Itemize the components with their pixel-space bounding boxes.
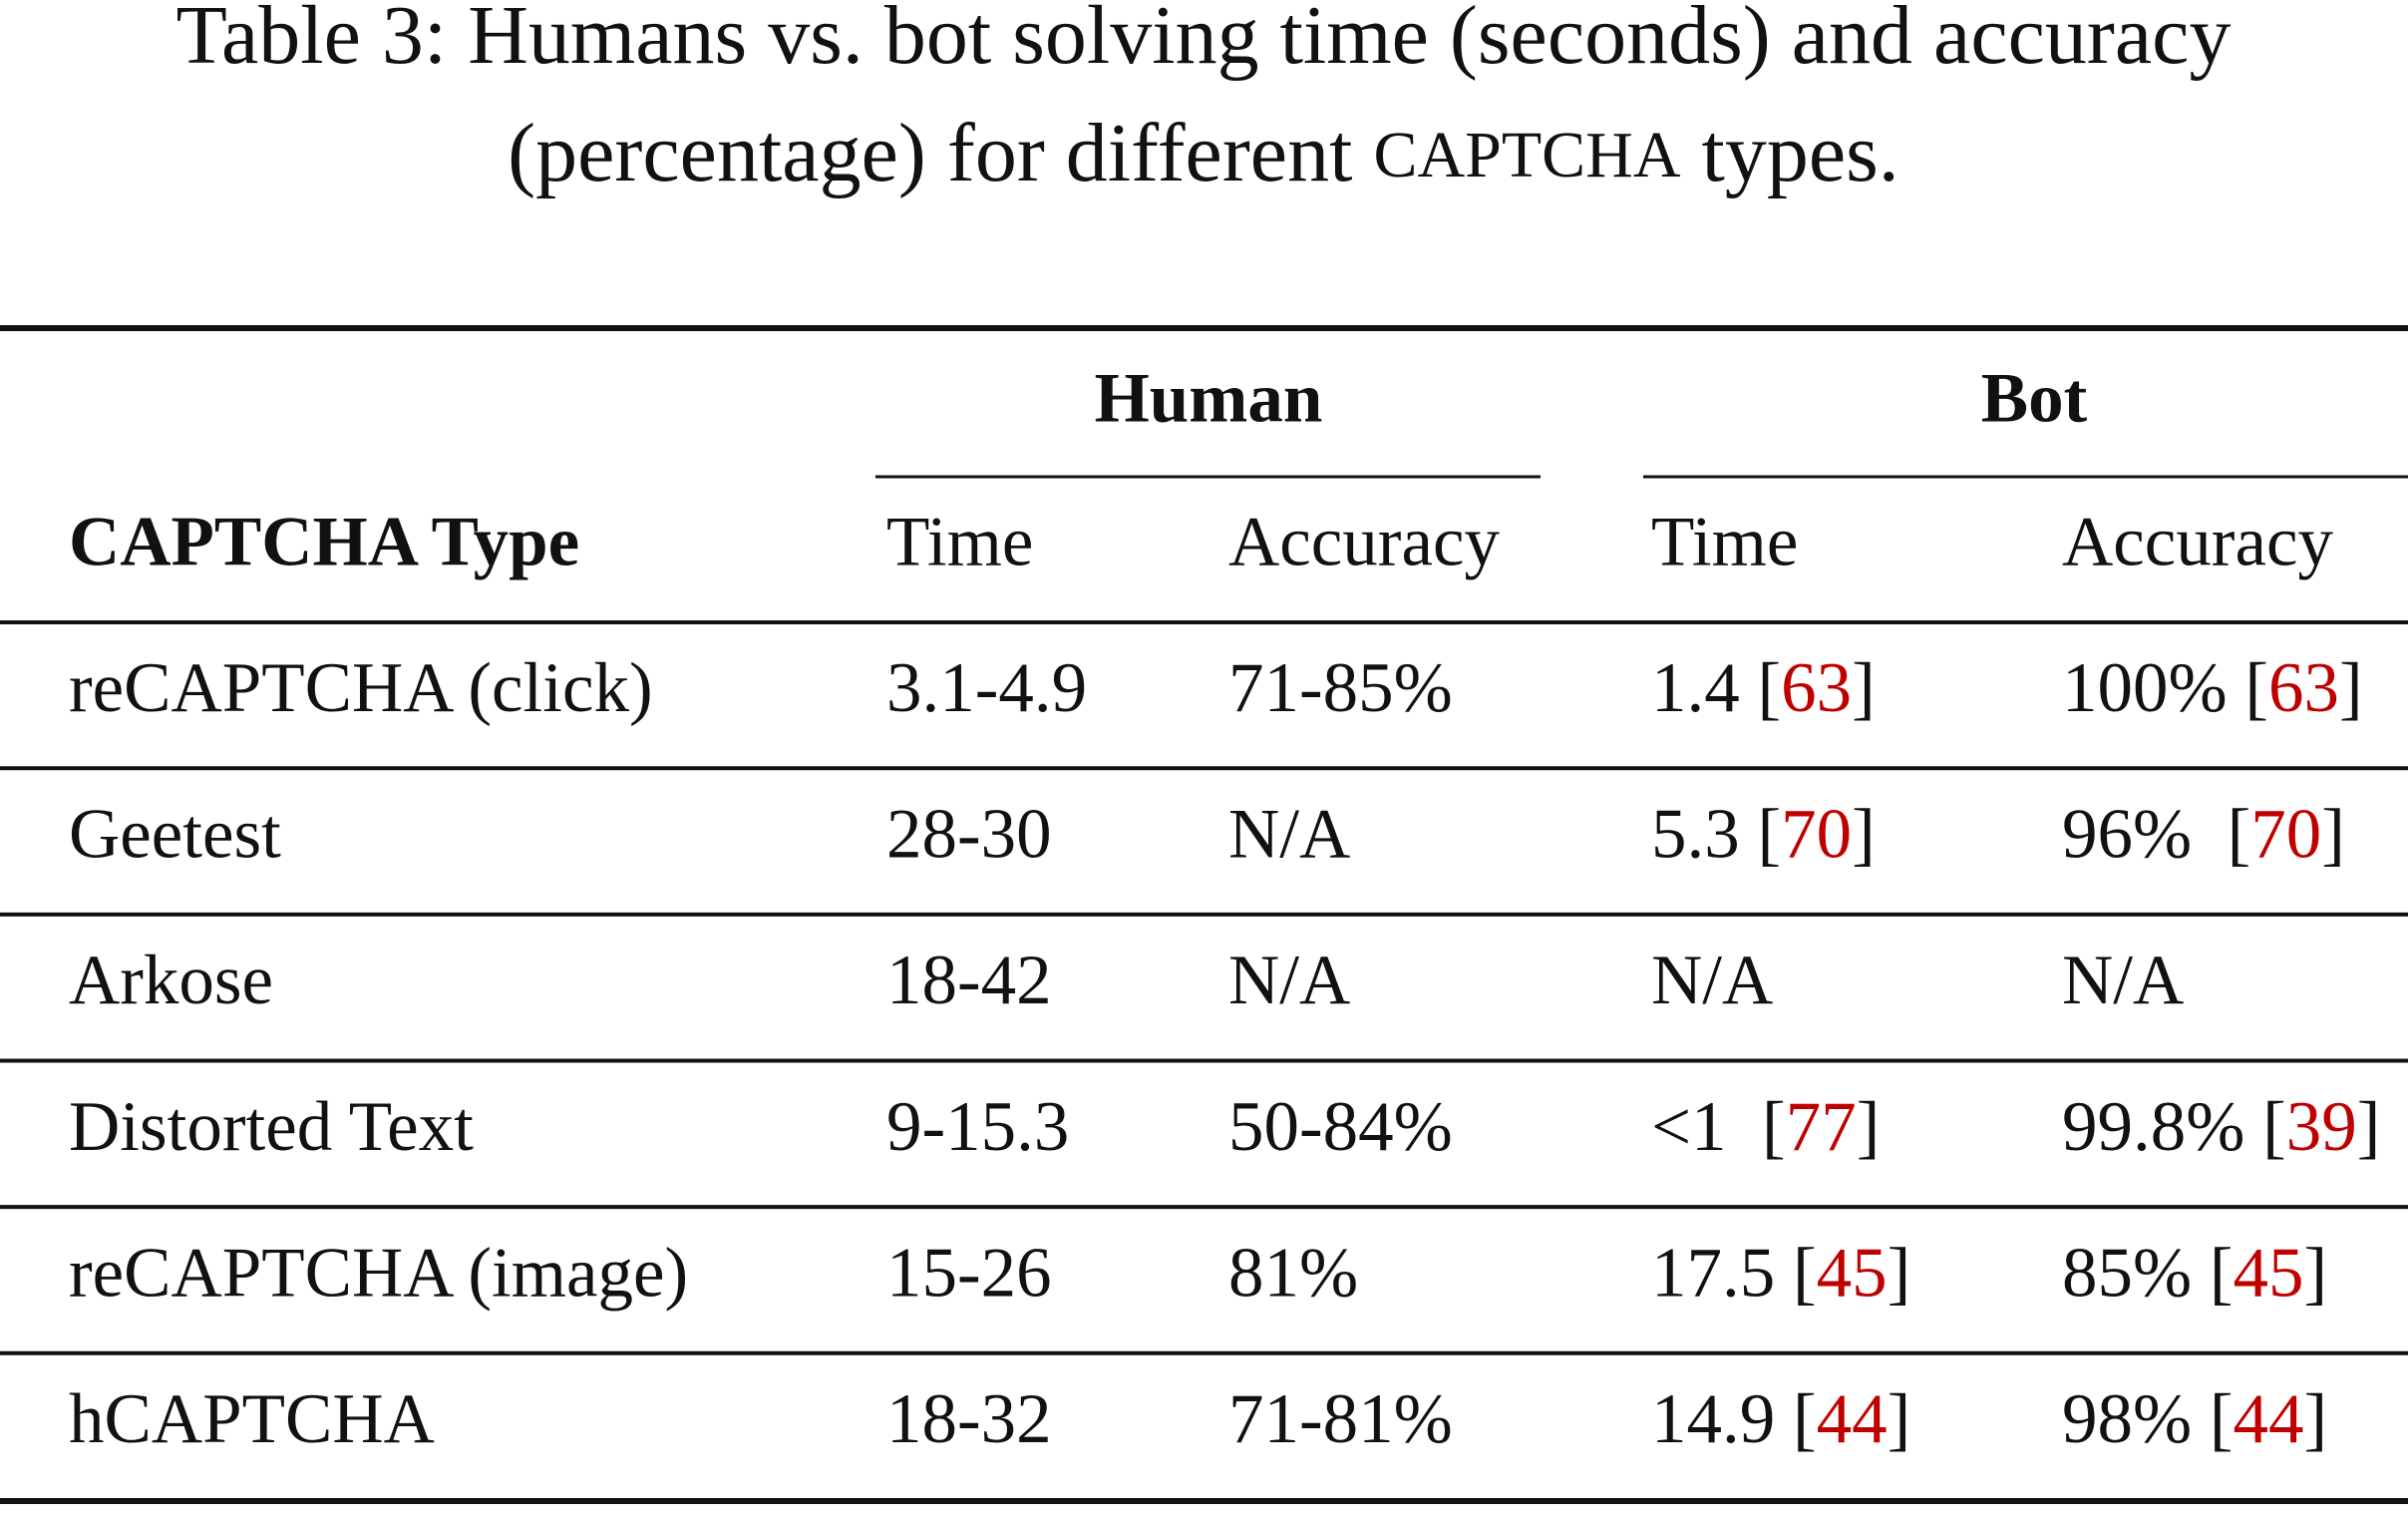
text-segment: 63	[2268, 649, 2339, 727]
text-line: Geetest	[69, 796, 281, 874]
text-segment: ]	[1888, 1380, 1911, 1458]
text-segment: 85% [	[2062, 1235, 2234, 1313]
text-segment: hCAPTCHA	[69, 1380, 435, 1458]
text-line: 28-30	[886, 796, 1052, 874]
text-line: 85% [45]	[2062, 1235, 2327, 1313]
text-segment: ]	[2339, 649, 2363, 727]
text-segment: 98% [	[2062, 1380, 2234, 1458]
column-header: Accuracy	[2062, 503, 2333, 580]
text-segment: 45	[1817, 1235, 1888, 1313]
text-segment: CAPTCHA	[1373, 119, 1680, 191]
text-segment: ]	[2321, 796, 2345, 874]
text-segment: 18-42	[886, 942, 1052, 1019]
text-line: 17.5 [45]	[1651, 1235, 1910, 1313]
text-line: 15-26	[886, 1235, 1052, 1313]
text-segment: N/A	[1651, 942, 1773, 1019]
text-segment: 100% [	[2062, 649, 2268, 727]
text-segment: 18-32	[886, 1380, 1052, 1458]
text-segment: 77	[1786, 1088, 1857, 1166]
text-line: 14.9 [44]	[1651, 1380, 1910, 1458]
text-segment: 15-26	[886, 1235, 1052, 1313]
text-line: N/A	[2062, 942, 2184, 1019]
text-line: Table 3: Humans vs. bot solving time (se…	[176, 0, 2232, 82]
text-segment: 45	[2234, 1235, 2304, 1313]
text-segment: <1 [	[1651, 1088, 1786, 1166]
text-segment: 70	[1781, 796, 1852, 874]
text-segment: Table 3: Humans vs. bot solving time (se…	[176, 0, 2232, 82]
text-line: 5.3 [70]	[1651, 796, 1876, 874]
text-line: 81%	[1228, 1235, 1358, 1313]
text-segment: Distorted Text	[69, 1088, 474, 1166]
text-segment: 9-15.3	[886, 1088, 1069, 1166]
text-segment: 99.8% [	[2062, 1088, 2286, 1166]
text-segment: reCAPTCHA (click)	[69, 649, 653, 727]
text-segment: N/A	[2062, 942, 2184, 1019]
text-line: 3.1-4.9	[886, 649, 1087, 727]
text-line: <1 [77]	[1651, 1088, 1880, 1166]
text-segment: 28-30	[886, 796, 1052, 874]
text-segment: 17.5 [	[1651, 1235, 1817, 1313]
text-line: 71-81%	[1228, 1380, 1453, 1458]
text-segment: (percentage) for different	[508, 107, 1373, 199]
text-line: 18-42	[886, 942, 1052, 1019]
text-line: 71-85%	[1228, 649, 1453, 727]
text-segment: 44	[1817, 1380, 1888, 1458]
column-header: Time	[886, 503, 1033, 580]
text-line: reCAPTCHA (image)	[69, 1235, 688, 1313]
text-line: N/A	[1228, 796, 1350, 874]
text-segment: ]	[2304, 1235, 2328, 1313]
text-segment: 50-84%	[1228, 1088, 1453, 1166]
text-segment: 5.3 [	[1651, 796, 1781, 874]
text-segment: 3.1-4.9	[886, 649, 1087, 727]
text-segment: 71-85%	[1228, 649, 1453, 727]
text-segment: 96% [	[2062, 796, 2250, 874]
column-header: Accuracy	[1228, 503, 1500, 580]
text-line: 50-84%	[1228, 1088, 1453, 1166]
text-segment: 1.4 [	[1651, 649, 1781, 727]
text-segment: Geetest	[69, 796, 281, 874]
text-segment: ]	[1852, 796, 1876, 874]
text-line: Distorted Text	[69, 1088, 474, 1166]
text-segment: ]	[2357, 1088, 2381, 1166]
text-segment: ]	[2304, 1380, 2328, 1458]
text-segment: reCAPTCHA (image)	[69, 1235, 688, 1313]
text-line: N/A	[1651, 942, 1773, 1019]
text-line: reCAPTCHA (click)	[69, 649, 653, 727]
text-segment: ]	[1857, 1088, 1881, 1166]
text-segment: types.	[1681, 107, 1899, 199]
text-line: 99.8% [39]	[2062, 1088, 2380, 1166]
text-line: (percentage) for different CAPTCHA types…	[508, 107, 1899, 199]
text-segment: 70	[2250, 796, 2321, 874]
text-line: hCAPTCHA	[69, 1380, 435, 1458]
text-line: Arkose	[69, 942, 273, 1019]
text-line: 96% [70]	[2062, 796, 2345, 874]
text-segment: 39	[2286, 1088, 2357, 1166]
text-segment: 71-81%	[1228, 1380, 1453, 1458]
text-segment: 14.9 [	[1651, 1380, 1817, 1458]
column-header: CAPTCHA Type	[69, 503, 579, 580]
text-segment: 63	[1781, 649, 1852, 727]
text-line: 1.4 [63]	[1651, 649, 1876, 727]
text-line: 98% [44]	[2062, 1380, 2327, 1458]
text-line: N/A	[1228, 942, 1350, 1019]
text-segment: N/A	[1228, 796, 1350, 874]
text-line: 100% [63]	[2062, 649, 2363, 727]
text-segment: N/A	[1228, 942, 1350, 1019]
text-segment: 44	[2234, 1380, 2304, 1458]
column-header: Time	[1651, 503, 1798, 580]
group-header: Bot	[1981, 359, 2088, 437]
text-line: 18-32	[886, 1380, 1052, 1458]
text-segment: 81%	[1228, 1235, 1358, 1313]
text-segment: ]	[1888, 1235, 1911, 1313]
text-line: 9-15.3	[886, 1088, 1069, 1166]
text-segment: Arkose	[69, 942, 273, 1019]
text-segment: ]	[1852, 649, 1876, 727]
group-header: Human	[1095, 359, 1323, 437]
